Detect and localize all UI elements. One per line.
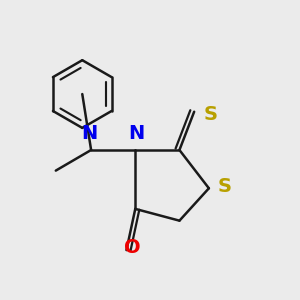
Text: O: O [124, 238, 141, 257]
Text: S: S [218, 177, 232, 196]
Text: N: N [129, 124, 145, 143]
Text: S: S [203, 105, 218, 124]
Text: N: N [82, 124, 98, 143]
